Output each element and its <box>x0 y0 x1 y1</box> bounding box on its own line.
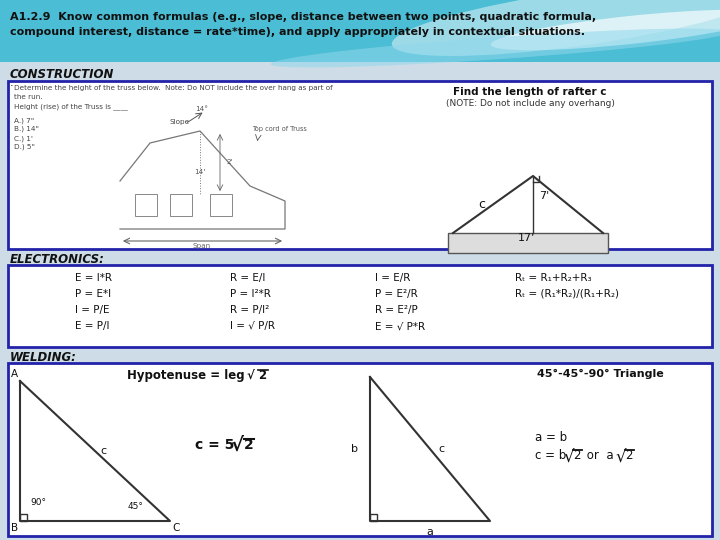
Text: a = b: a = b <box>535 431 567 444</box>
Text: A1.2.9  Know common formulas (e.g., slope, distance between two points, quadrati: A1.2.9 Know common formulas (e.g., slope… <box>10 12 596 22</box>
Text: b: b <box>351 444 358 454</box>
Text: R = E²/P: R = E²/P <box>375 305 418 315</box>
Bar <box>370 514 377 521</box>
Text: c = 5: c = 5 <box>195 438 235 452</box>
Text: 45°: 45° <box>128 502 144 511</box>
Text: 14': 14' <box>194 169 206 175</box>
Bar <box>8 265 712 347</box>
Text: a: a <box>426 527 433 537</box>
Bar <box>20 514 27 521</box>
Text: c: c <box>478 198 485 211</box>
Text: √: √ <box>563 449 574 467</box>
Text: c: c <box>438 444 444 454</box>
Text: 17': 17' <box>518 233 535 243</box>
Text: Height (rise) of the Truss is ____: Height (rise) of the Truss is ____ <box>14 103 127 110</box>
Bar <box>0 62 720 540</box>
Bar <box>170 194 192 216</box>
Text: A.) 7": A.) 7" <box>14 117 35 124</box>
Text: c = b: c = b <box>535 449 566 462</box>
Bar <box>210 194 232 216</box>
Text: compound interest, distance = rate*time), and apply appropriately in contextual : compound interest, distance = rate*time)… <box>10 27 585 37</box>
Text: P = E²/R: P = E²/R <box>375 289 418 299</box>
Text: ELECTRONICS:: ELECTRONICS: <box>10 253 105 266</box>
Text: I = √ P/R: I = √ P/R <box>230 321 275 331</box>
Text: 45°-45°-90° Triangle: 45°-45°-90° Triangle <box>536 369 663 379</box>
Text: R = E/I: R = E/I <box>230 273 266 283</box>
Text: Top cord of Truss: Top cord of Truss <box>252 126 307 132</box>
Ellipse shape <box>491 10 720 50</box>
Text: A: A <box>11 369 18 379</box>
Text: P = I²*R: P = I²*R <box>230 289 271 299</box>
Text: √: √ <box>615 449 626 467</box>
Text: 2: 2 <box>244 438 253 452</box>
Text: B: B <box>11 523 18 533</box>
Text: C.) 1': C.) 1' <box>14 135 33 141</box>
Text: P = E*I: P = E*I <box>75 289 111 299</box>
Text: Rₜ = (R₁*R₂)/(R₁+R₂): Rₜ = (R₁*R₂)/(R₁+R₂) <box>515 289 619 299</box>
Bar <box>448 233 608 253</box>
Text: E = √ P*R: E = √ P*R <box>375 321 425 331</box>
Text: CONSTRUCTION: CONSTRUCTION <box>10 68 114 81</box>
Text: .: . <box>10 78 14 88</box>
Text: Span: Span <box>193 243 211 249</box>
Text: Hypotenuse = leg: Hypotenuse = leg <box>127 369 245 382</box>
Bar <box>135 194 157 216</box>
Text: 7': 7' <box>539 191 549 201</box>
Text: c: c <box>100 446 106 456</box>
Text: √ 2: √ 2 <box>247 369 267 382</box>
Bar <box>8 81 712 249</box>
Text: B.) 14": B.) 14" <box>14 126 39 132</box>
Text: C: C <box>172 523 179 533</box>
Text: 2': 2' <box>226 159 233 165</box>
Text: or  a: or a <box>583 449 613 462</box>
Text: D.) 5": D.) 5" <box>14 144 35 151</box>
Text: (NOTE: Do not include any overhang): (NOTE: Do not include any overhang) <box>446 99 614 108</box>
Text: E = I*R: E = I*R <box>75 273 112 283</box>
Text: the run.: the run. <box>14 94 42 100</box>
Text: 90°: 90° <box>30 498 46 507</box>
Text: E = P/I: E = P/I <box>75 321 109 331</box>
Bar <box>8 363 712 536</box>
Text: I = P/E: I = P/E <box>75 305 109 315</box>
Text: WELDING:: WELDING: <box>10 351 77 364</box>
Text: Find the length of rafter c: Find the length of rafter c <box>454 87 607 97</box>
Text: Determine the height of the truss below.  Note: Do NOT include the over hang as : Determine the height of the truss below.… <box>14 85 333 91</box>
Text: 2: 2 <box>573 449 580 462</box>
Ellipse shape <box>271 29 720 68</box>
Text: I = E/R: I = E/R <box>375 273 410 283</box>
Ellipse shape <box>392 0 720 56</box>
Text: R = P/I²: R = P/I² <box>230 305 269 315</box>
Text: √: √ <box>230 435 243 455</box>
Text: 14°: 14° <box>195 106 208 112</box>
Bar <box>0 0 720 62</box>
Text: Rₜ = R₁+R₂+R₃: Rₜ = R₁+R₂+R₃ <box>515 273 592 283</box>
Text: 2: 2 <box>625 449 632 462</box>
Text: Slope: Slope <box>170 119 190 125</box>
